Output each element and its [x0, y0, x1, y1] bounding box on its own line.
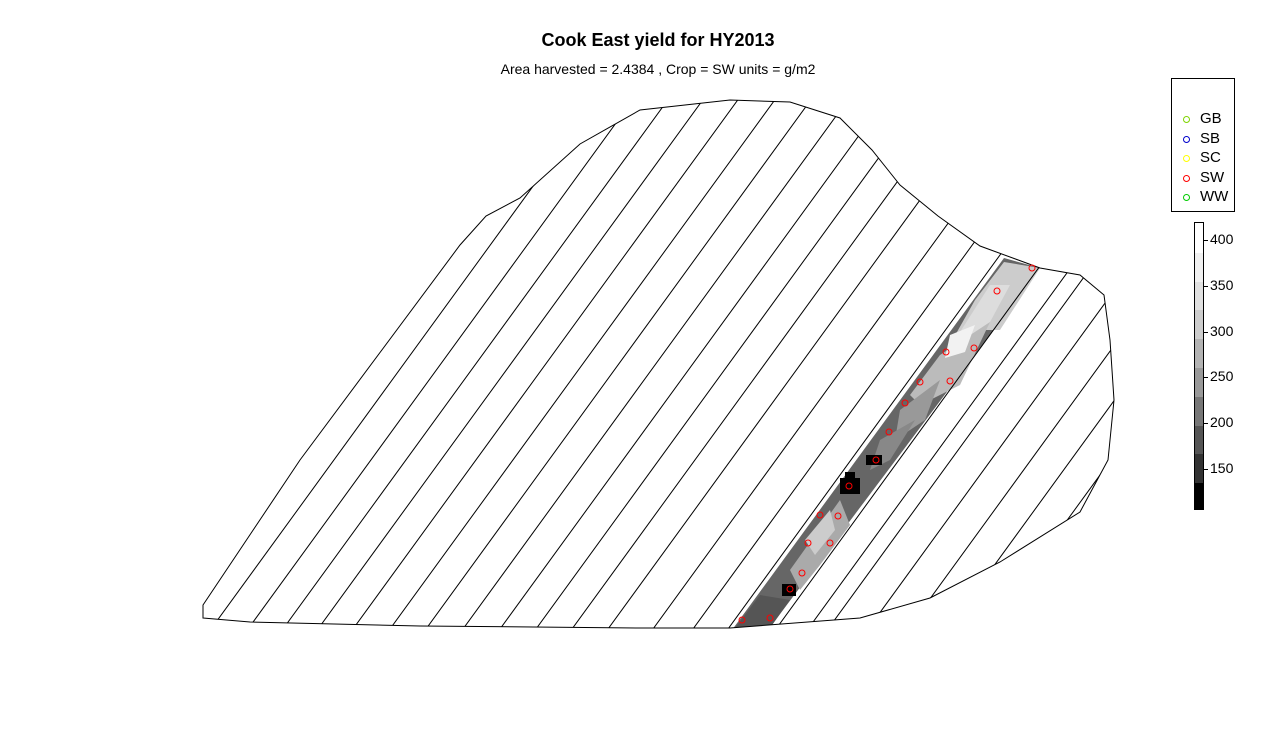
colorbar-tick-label: 350 — [1210, 277, 1234, 293]
colorbar-tick-label: 200 — [1210, 414, 1234, 431]
map-title: Cook East yield for HY2013 — [541, 30, 775, 50]
map-subtitle: Area harvested = 2.4384 , Crop = SW unit… — [500, 61, 816, 77]
sample-point-icon — [845, 482, 853, 490]
legend-marker-icon — [1183, 155, 1190, 162]
legend-item-sw: SW — [1172, 168, 1236, 189]
harvest-pass-lines — [203, 100, 1114, 628]
legend-label: GB — [1200, 110, 1222, 127]
harvest-pass-line — [644, 100, 1046, 628]
harvest-pass-line — [799, 100, 1114, 628]
crop-legend: GB SB SC SW WW — [1171, 78, 1235, 212]
harvest-pass-line — [859, 100, 1114, 628]
legend-item-ww: WW — [1172, 188, 1236, 208]
harvest-pass-line — [684, 100, 1086, 628]
sample-point-icon — [942, 348, 950, 356]
sample-point-icon — [826, 539, 834, 547]
yield-low-block-3 — [866, 455, 882, 465]
harvest-pass-line — [899, 100, 1114, 628]
sample-point-icon — [766, 614, 774, 622]
colorbar-segment — [1195, 367, 1203, 397]
legend-marker-icon — [1183, 194, 1190, 201]
legend-label: SW — [1200, 168, 1225, 186]
harvest-pass-line — [527, 100, 929, 628]
sample-point-icon — [970, 344, 978, 352]
sample-point-icon — [834, 512, 842, 520]
harvest-pass-line — [344, 100, 746, 628]
yield-low-block-1 — [840, 478, 860, 494]
yield-zone-lower-light2 — [805, 510, 835, 555]
legend-marker-icon — [1183, 116, 1190, 123]
yield-strip — [732, 258, 1040, 628]
colorbar-tick-mark — [1204, 286, 1208, 287]
colorbar-segment — [1195, 453, 1203, 484]
colorbar-tick-mark — [1204, 331, 1208, 333]
harvest-pass-line — [274, 100, 676, 628]
legend-label: WW — [1200, 188, 1229, 205]
harvest-pass-line — [767, 100, 1114, 628]
colorbar-segment — [1195, 482, 1203, 509]
yield-zone-mid-light — [910, 322, 990, 405]
legend-marker-icon — [1183, 135, 1190, 143]
yield-low-block-2 — [845, 472, 855, 478]
colorbar-segment — [1195, 309, 1203, 340]
legend-label: SB — [1200, 129, 1221, 147]
colorbar-segment — [1195, 338, 1203, 368]
legend-item-sb: SB — [1172, 129, 1236, 150]
sample-points — [738, 264, 1036, 624]
yield-colorbar — [1194, 222, 1204, 510]
legend-item-gb: GB — [1172, 110, 1236, 130]
harvest-pass-line — [239, 100, 641, 628]
harvest-pass-line — [381, 100, 783, 628]
colorbar-tick-label: 300 — [1210, 322, 1234, 339]
legend-label: SC — [1200, 149, 1221, 166]
sample-point-icon — [916, 378, 924, 386]
yield-zone-white-spot — [945, 325, 975, 358]
sample-point-icon — [738, 616, 746, 624]
sample-point-icon — [1028, 264, 1036, 272]
harvest-pass-line — [563, 100, 965, 628]
colorbar-segment — [1195, 424, 1203, 455]
sample-point-icon — [872, 456, 880, 464]
harvest-pass-line — [819, 100, 1114, 628]
colorbar-segment — [1195, 280, 1203, 311]
colorbar-segment — [1195, 251, 1203, 282]
colorbar-tick-mark — [1204, 377, 1208, 379]
legend-marker-icon — [1183, 174, 1190, 182]
sample-point-icon — [816, 511, 824, 519]
colorbar-tick-label: 400 — [1210, 231, 1234, 248]
harvest-pass-line — [454, 100, 856, 628]
sample-point-icon — [786, 585, 794, 593]
sample-point-icon — [798, 569, 806, 577]
colorbar-tick-mark — [1204, 240, 1208, 242]
sample-point-icon — [901, 399, 909, 407]
colorbar-tick-label: 150 — [1210, 459, 1234, 476]
harvest-pass-line — [203, 100, 604, 628]
field-boundary — [202, 99, 1115, 629]
sample-point-icon — [885, 428, 893, 436]
harvest-pass-line — [417, 100, 819, 628]
colorbar-segment — [1195, 395, 1203, 426]
harvest-pass-line — [309, 100, 711, 628]
sample-point-icon — [804, 539, 812, 547]
colorbar-tick-mark — [1204, 423, 1208, 425]
colorbar-segment — [1195, 223, 1203, 253]
colorbar-tick-mark — [1204, 468, 1208, 470]
yield-zone-bottom-dark — [735, 595, 790, 628]
harvest-pass-line — [491, 100, 893, 628]
sample-point-icon — [946, 377, 954, 385]
sample-point-icon — [993, 287, 1001, 295]
colorbar-tick-label: 250 — [1210, 368, 1234, 385]
harvest-pass-line — [939, 100, 1114, 628]
legend-item-sc: SC — [1172, 149, 1236, 169]
